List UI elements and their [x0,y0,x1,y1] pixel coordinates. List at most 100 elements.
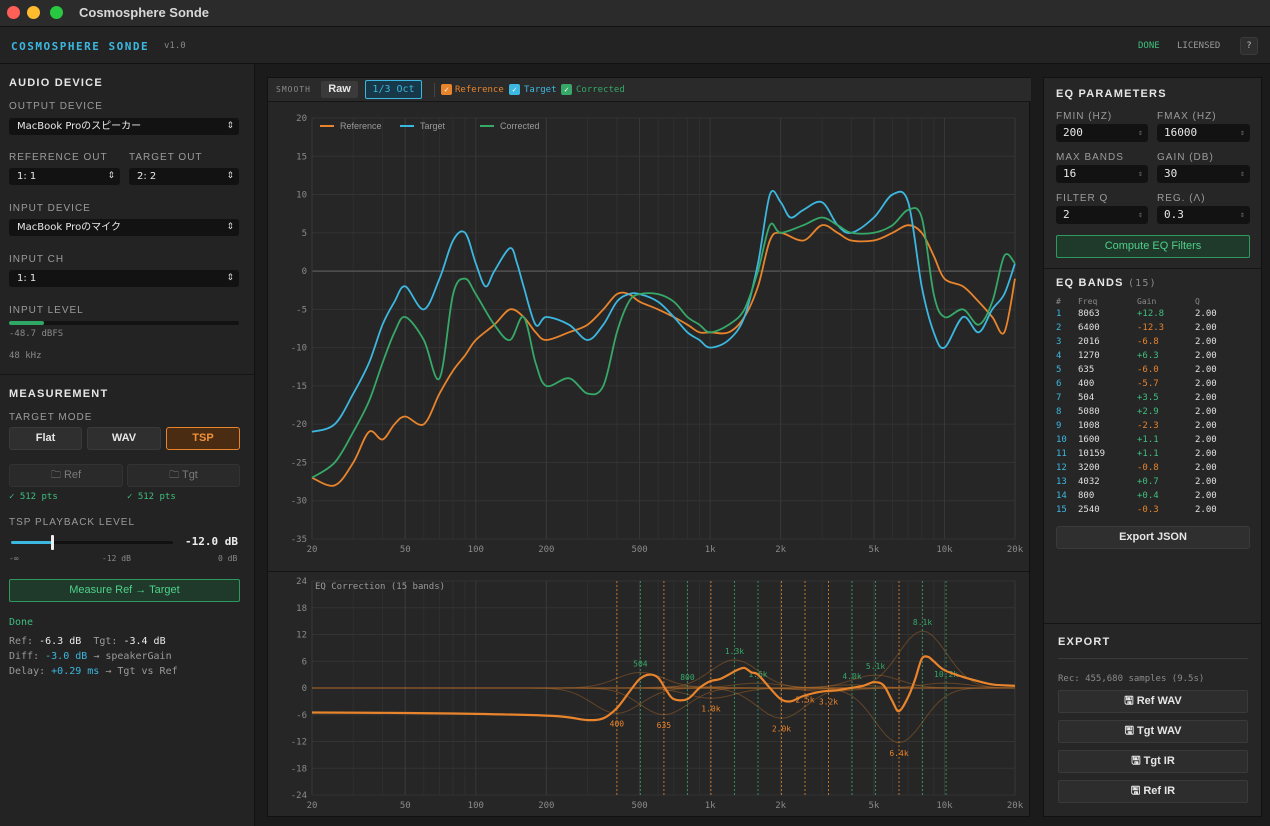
x-tick-label: 20 [307,801,318,811]
status-done: DONE [1138,41,1160,51]
stepper-icon[interactable]: ⇕ [1138,128,1143,137]
x-tick-label: 50 [400,545,411,555]
band-response-curve [312,630,1016,689]
band-response-curve [312,687,1015,693]
legend-label: Target [420,121,446,131]
eq-bands-title: EQ BANDS (15) [1056,277,1157,289]
col-header-q: Q [1195,297,1200,306]
export-ref-ir-button[interactable]: 🖫 Ref IR [1058,780,1248,803]
stepper-icon[interactable]: ⇕ [1240,169,1245,178]
band-gain: +1.1 [1137,435,1159,445]
stepper-icon[interactable]: ⇕ [1138,210,1143,219]
help-button[interactable]: ? [1240,37,1258,55]
mode-wav-button[interactable]: WAV [87,427,161,450]
load-ref-label: Ref [63,469,82,481]
eq-bands-count: (15) [1127,278,1157,289]
export-ref-wav-label: Ref WAV [1136,695,1182,707]
band-freq: 6400 [1078,323,1100,333]
output-device-select[interactable]: MacBook Proのスピーカー ⇕ [9,118,239,135]
y-tick-label: -6 [296,711,307,721]
band-freq: 800 [1078,491,1095,501]
band-label: 3.2k [819,698,838,707]
reg-input[interactable]: 0.3 ⇕ [1157,206,1250,224]
input-device-select[interactable]: MacBook Proのマイク ⇕ [9,219,239,236]
playback-slider-track[interactable] [11,535,173,550]
export-divider [1058,658,1248,659]
filter-q-input[interactable]: 2 ⇕ [1056,206,1148,224]
gain-value: 30 [1164,167,1178,180]
input-ch-label: INPUT CH [9,254,65,265]
input-ch-select[interactable]: 1: 1 ⇕ [9,270,239,287]
mode-tsp-button[interactable]: TSP [166,427,240,450]
stepper-icon[interactable]: ⇕ [1138,169,1143,178]
export-ref-ir-label: Ref IR [1143,785,1176,797]
fmax-input[interactable]: 16000 ⇕ [1157,124,1250,142]
export-tgt-ir-button[interactable]: 🖫 Tgt IR [1058,750,1248,773]
folder-icon: 🗀 [169,470,180,481]
max-bands-input[interactable]: 16 ⇕ [1056,165,1148,183]
x-tick-label: 200 [538,801,554,811]
band-gain: +6.3 [1137,351,1159,361]
ref-level-value: -6.3 dB [39,636,82,647]
band-number: 12 [1056,463,1067,473]
band-freq: 635 [1078,365,1095,375]
stepper-icon[interactable]: ⇕ [1240,210,1245,219]
band-gain: -6.0 [1137,365,1159,375]
target-out-select[interactable]: 2: 2 ⇕ [129,168,239,185]
series-line-target [311,189,1016,433]
target-checkbox-label: Target [524,85,557,95]
load-tgt-label: Tgt [181,469,198,481]
minimize-window-icon[interactable] [27,6,40,19]
band-freq: 5080 [1078,407,1100,417]
input-level-meter [9,321,239,325]
export-tgt-wav-button[interactable]: 🖫 Tgt WAV [1058,720,1248,743]
band-number: 5 [1056,365,1062,375]
y-tick-label: 24 [296,577,307,587]
section-divider [1044,268,1262,269]
band-q: 2.00 [1195,337,1217,347]
band-q: 2.00 [1195,351,1217,361]
y-tick-label: 15 [296,152,307,162]
corrected-checkbox[interactable]: ✓ [561,84,572,95]
y-tick-label: -24 [291,791,307,801]
fmin-input[interactable]: 200 ⇕ [1056,124,1148,142]
x-tick-label: 20k [1007,545,1024,555]
mode-flat-button[interactable]: Flat [9,427,82,450]
diff-value: -3.0 dB [45,651,88,662]
max-bands-label: MAX BANDS [1056,152,1124,163]
right-panel: EQ PARAMETERS FMIN (HZ) FMAX (HZ) 200 ⇕ 1… [1043,77,1262,817]
band-q: 2.00 [1195,309,1217,319]
load-ref-button[interactable]: 🗀 Ref [9,464,123,487]
band-label: 6.4k [889,749,908,758]
reference-checkbox[interactable]: ✓ [441,84,452,95]
tgt-level-label: Tgt: [93,636,118,647]
y-tick-label: -15 [291,382,307,392]
playback-slider-handle[interactable] [50,535,54,550]
band-label: 8.1k [913,618,932,627]
smooth-raw-button[interactable]: Raw [321,81,358,98]
target-checkbox[interactable]: ✓ [509,84,520,95]
gain-input[interactable]: 30 ⇕ [1157,165,1250,183]
export-json-button[interactable]: Export JSON [1056,526,1250,549]
playback-level-label: TSP PLAYBACK LEVEL [9,517,136,528]
updown-icon: ⇕ [226,222,234,232]
x-tick-label: 10k [936,545,953,555]
target-out-value: 2: 2 [137,171,157,182]
slider-max-label: 0 dB [218,554,238,563]
eq-bands-title-text: EQ BANDS [1056,277,1124,289]
load-tgt-button[interactable]: 🗀 Tgt [127,464,240,487]
zoom-window-icon[interactable] [50,6,63,19]
measure-button[interactable]: Measure Ref → Target [9,579,240,602]
band-gain: -6.8 [1137,337,1159,347]
reference-out-label: REFERENCE OUT [9,152,108,163]
stepper-icon[interactable]: ⇕ [1240,128,1245,137]
export-ref-wav-button[interactable]: 🖫 Ref WAV [1058,690,1248,713]
compute-eq-button[interactable]: Compute EQ Filters [1056,235,1250,258]
reference-out-select[interactable]: 1: 1 ⇕ [9,168,120,185]
smooth-oct-button[interactable]: 1/3 Oct [365,80,422,99]
close-window-icon[interactable] [7,6,20,19]
save-icon: 🖫 [1130,785,1141,797]
band-q: 2.00 [1195,505,1217,515]
